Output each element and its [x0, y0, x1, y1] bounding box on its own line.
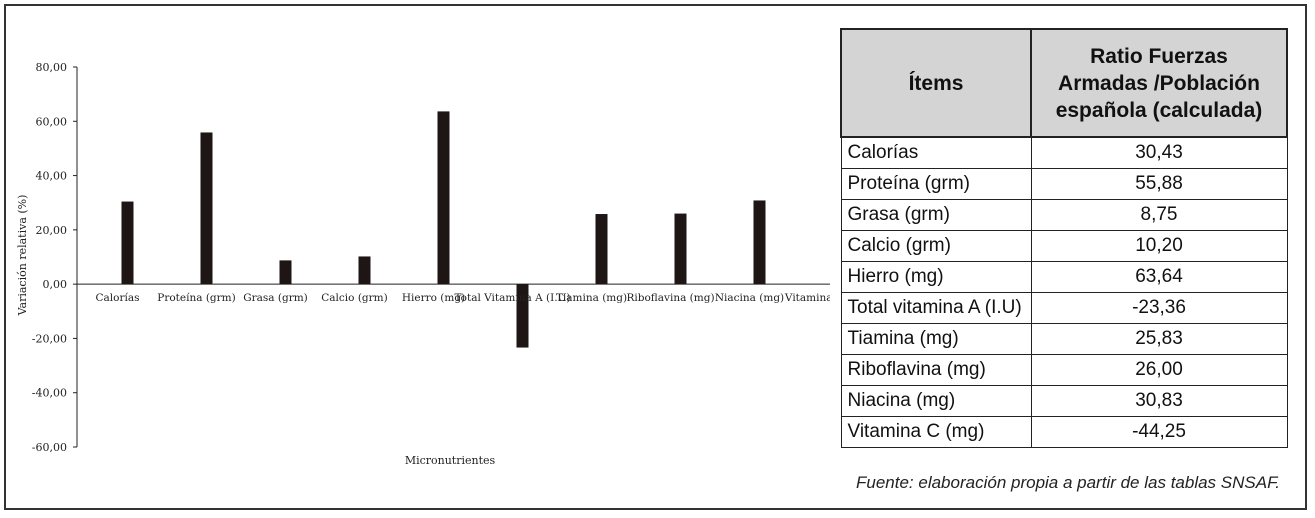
x-axis-label: Micronutrientes	[405, 454, 496, 467]
row-value: 63,64	[1030, 260, 1288, 293]
data-table: Ítems Ratio Fuerzas Armadas /Población e…	[840, 28, 1288, 448]
table-row: Riboflavina (mg) 26,00	[840, 353, 1288, 386]
table-row: Proteína (grm) 55,88	[840, 167, 1288, 200]
bar	[595, 214, 608, 285]
table-row: Grasa (grm) 8,75	[840, 198, 1288, 231]
bar	[358, 256, 371, 285]
x-tick-label: Hierro (mg)	[402, 292, 465, 304]
row-value: -44,25	[1030, 415, 1288, 448]
bar-chart: 80,00 60,00 40,00 20,00 0,00 -20,00 -40,00 -60,…	[16, 61, 830, 467]
x-tick-label: Tiamina (mg)	[556, 292, 627, 304]
bar	[753, 200, 766, 285]
row-value: 30,83	[1030, 384, 1288, 417]
row-item: Grasa (grm)	[840, 198, 1032, 231]
header-ratio-line: Ratio Fuerzas	[1090, 44, 1228, 68]
table-row: Vitamina C (mg) -44,25	[840, 415, 1288, 448]
bar	[279, 260, 292, 285]
table-row: Total vitamina A (I.U) -23,36	[840, 291, 1288, 324]
data-table-container: Ítems Ratio Fuerzas Armadas /Población e…	[840, 28, 1290, 448]
row-value: 25,83	[1030, 322, 1288, 355]
x-tick-label: Calorías	[96, 292, 140, 304]
row-item: Proteína (grm)	[840, 167, 1032, 200]
x-tick-label: Niacina (mg)	[715, 292, 784, 304]
row-item: Niacina (mg)	[840, 384, 1032, 417]
row-value: 26,00	[1030, 353, 1288, 386]
x-tick-label: Calcio (grm)	[321, 292, 387, 304]
row-item: Riboflavina (mg)	[840, 353, 1032, 386]
y-tick-label: 20,00	[36, 224, 68, 237]
row-item: Calorías	[840, 136, 1032, 169]
x-tick-label: Vitamina C (mg)	[784, 292, 830, 304]
row-value: 30,43	[1030, 136, 1288, 169]
table-row: Tiamina (mg) 25,83	[840, 322, 1288, 355]
table-row: Hierro (mg) 63,64	[840, 260, 1288, 293]
row-item: Total vitamina A (I.U)	[840, 291, 1032, 324]
row-value: 8,75	[1030, 198, 1288, 231]
x-tick-label: Total Vitamina A (I.U)	[454, 292, 570, 304]
row-value: 55,88	[1030, 167, 1288, 200]
header-ratio-line: Armadas /Población	[1058, 71, 1260, 95]
x-tick-label: Proteína (grm)	[157, 292, 235, 304]
x-tick-label: Riboflavina (mg)	[626, 292, 714, 304]
header-ratio: Ratio Fuerzas Armadas /Población español…	[1030, 28, 1288, 138]
table-row: Calorías 30,43	[840, 136, 1288, 169]
bar	[674, 213, 687, 285]
bar	[121, 201, 134, 285]
bar	[200, 132, 213, 285]
y-tick-label: -60,00	[32, 441, 67, 454]
table-row: Calcio (grm) 10,20	[840, 229, 1288, 262]
bar	[516, 284, 529, 348]
bar	[437, 111, 450, 285]
table-row: Niacina (mg) 30,83	[840, 384, 1288, 417]
y-axis-label: Variación relativa (%)	[16, 195, 29, 317]
row-value: -23,36	[1030, 291, 1288, 324]
row-item: Calcio (grm)	[840, 229, 1032, 262]
y-tick-label: 80,00	[36, 61, 68, 74]
header-items: Ítems	[840, 28, 1032, 138]
y-tick-label: 40,00	[36, 170, 68, 183]
row-item: Vitamina C (mg)	[840, 415, 1032, 448]
table-header-row: Ítems Ratio Fuerzas Armadas /Población e…	[840, 28, 1288, 138]
source-note: Fuente: elaboración propia a partir de l…	[856, 473, 1280, 492]
y-tick-label: 0,00	[43, 278, 68, 291]
row-item: Tiamina (mg)	[840, 322, 1032, 355]
y-tick-label: 60,00	[36, 115, 68, 128]
x-tick-label: Grasa (grm)	[243, 292, 308, 304]
row-value: 10,20	[1030, 229, 1288, 262]
row-item: Hierro (mg)	[840, 260, 1032, 293]
y-tick-label: -20,00	[32, 332, 67, 345]
header-ratio-line: española (calculada)	[1055, 98, 1263, 122]
y-tick-label: -40,00	[32, 387, 67, 400]
